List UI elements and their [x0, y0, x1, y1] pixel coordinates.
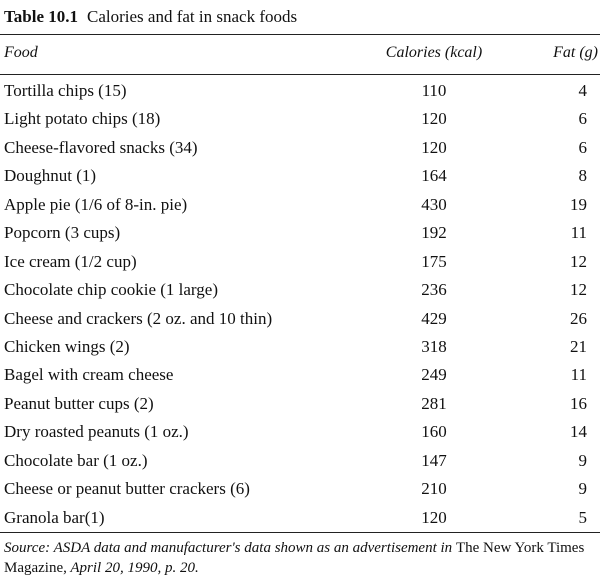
fat-cell: 6: [578, 137, 588, 157]
fat-cell: 14: [570, 422, 587, 442]
fat-cell: 9: [578, 450, 588, 470]
food-cell: Granola bar(1): [4, 507, 105, 527]
table-row: Dry roasted peanuts (1 oz.) 160 14: [0, 421, 600, 449]
source-note: Source: ASDA data and manufacturer's dat…: [4, 538, 596, 578]
calories-cell: 210: [421, 479, 447, 499]
calories-cell: 429: [421, 308, 447, 328]
source-date: April 20, 1990, p. 20.: [66, 560, 199, 576]
fat-cell: 26: [570, 308, 587, 328]
top-rule: [0, 34, 600, 35]
table-row: Bagel with cream cheese 249 11: [0, 364, 600, 392]
food-cell: Dry roasted peanuts (1 oz.): [4, 422, 189, 442]
fat-cell: 9: [578, 479, 588, 499]
calories-cell: 281: [421, 393, 447, 413]
calories-cell: 120: [421, 507, 447, 527]
fat-cell: 12: [570, 280, 587, 300]
source-publication: The New York Times Magazine,: [4, 540, 585, 576]
food-cell: Doughnut (1): [4, 166, 97, 186]
table-row: Tortilla chips (15) 110 4: [0, 80, 600, 108]
table-row: Apple pie (1/6 of 8-in. pie) 430 19: [0, 194, 600, 222]
calories-cell: 120: [421, 109, 447, 129]
food-cell: Cheese and crackers (2 oz. and 10 thin): [4, 308, 273, 328]
source-text: Source: ASDA data and manufacturer's dat…: [4, 540, 456, 556]
calories-cell: 160: [421, 422, 447, 442]
header-fat: Fat (g): [553, 44, 598, 61]
food-cell: Peanut butter cups (2): [4, 393, 154, 413]
food-cell: Ice cream (1/2 cup): [4, 251, 137, 271]
calories-cell: 120: [421, 137, 447, 157]
fat-cell: 11: [570, 223, 587, 243]
bottom-rule: [0, 532, 600, 533]
fat-cell: 6: [578, 109, 588, 129]
table-row: Cheese-flavored snacks (34) 120 6: [0, 137, 600, 165]
calories-cell: 164: [421, 166, 447, 186]
calories-cell: 249: [421, 365, 447, 385]
food-cell: Apple pie (1/6 of 8-in. pie): [4, 194, 188, 214]
fat-cell: 21: [570, 336, 587, 356]
food-cell: Chocolate chip cookie (1 large): [4, 280, 218, 300]
table-row: Doughnut (1) 164 8: [0, 165, 600, 193]
calories-cell: 110: [421, 81, 447, 100]
table-header: Food Calories (kcal) Fat (g): [0, 44, 600, 66]
table-row: Chocolate bar (1 oz.) 147 9: [0, 450, 600, 478]
header-food: Food: [4, 44, 38, 61]
table-row: Light potato chips (18) 120 6: [0, 108, 600, 136]
food-cell: Cheese or peanut butter crackers (6): [4, 479, 250, 499]
fat-cell: 12: [570, 251, 587, 271]
header-calories: Calories (kcal): [385, 44, 483, 61]
fat-cell: 16: [570, 393, 587, 413]
table-title: Calories and fat in snack foods: [87, 7, 298, 26]
calories-cell: 318: [421, 336, 447, 356]
calories-cell: 236: [421, 280, 447, 300]
table-number: Table 10.1: [4, 7, 79, 26]
table-row: Cheese or peanut butter crackers (6) 210…: [0, 478, 600, 506]
table-row: Chocolate chip cookie (1 large) 236 12: [0, 279, 600, 307]
food-cell: Light potato chips (18): [4, 109, 161, 129]
fat-cell: 19: [570, 194, 587, 214]
table-row: Granola bar(1) 120 5: [0, 507, 600, 535]
header-rule: [0, 74, 600, 75]
calories-cell: 430: [421, 194, 447, 214]
calories-cell: 175: [421, 251, 447, 271]
fat-cell: 8: [578, 166, 588, 186]
food-cell: Bagel with cream cheese: [4, 365, 174, 385]
food-cell: Chicken wings (2): [4, 336, 130, 356]
fat-cell: 5: [578, 507, 588, 527]
food-cell: Chocolate bar (1 oz.): [4, 450, 148, 470]
table-row: Popcorn (3 cups) 192 11: [0, 222, 600, 250]
table-caption: Table 10.1 Calories and fat in snack food…: [4, 7, 297, 27]
calories-cell: 147: [421, 450, 447, 470]
fat-cell: 4: [578, 81, 588, 100]
table-row: Chicken wings (2) 318 21: [0, 336, 600, 364]
food-cell: Popcorn (3 cups): [4, 223, 121, 243]
food-cell: Cheese-flavored snacks (34): [4, 137, 198, 157]
table-row: Cheese and crackers (2 oz. and 10 thin) …: [0, 308, 600, 336]
fat-cell: 11: [570, 365, 587, 385]
food-cell: Tortilla chips (15): [4, 81, 127, 100]
table-row: Ice cream (1/2 cup) 175 12: [0, 251, 600, 279]
table-body: Tortilla chips (15) 110 4 Light potato c…: [0, 80, 600, 535]
calories-cell: 192: [421, 223, 447, 243]
table-row: Peanut butter cups (2) 281 16: [0, 393, 600, 421]
